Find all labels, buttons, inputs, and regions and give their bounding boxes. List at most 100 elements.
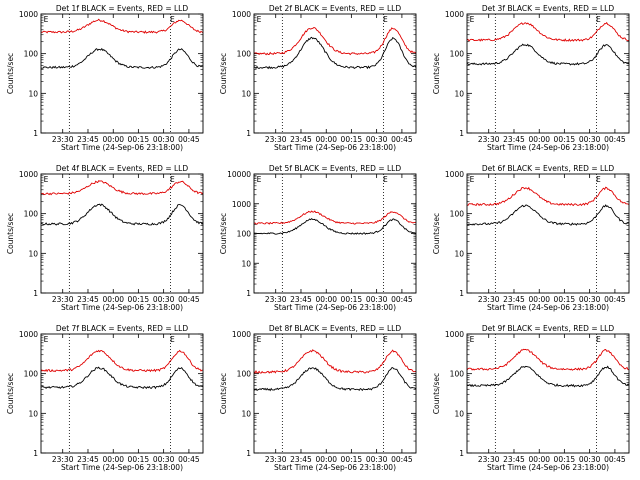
x-tick-label: 23:45 bbox=[77, 135, 99, 144]
x-tick-label: 00:00 bbox=[315, 295, 337, 304]
panel-title: Det 4f BLACK = Events, RED = LLD bbox=[56, 164, 189, 173]
series-line-2 bbox=[466, 204, 630, 226]
event-marker-1: E bbox=[470, 15, 475, 24]
y-axis-label: Counts/sec bbox=[6, 53, 15, 94]
x-tick-label: 00:15 bbox=[554, 295, 576, 304]
x-axis-label: Start Time (24-Sep-06 23:18:00) bbox=[61, 463, 183, 472]
series-line-1 bbox=[466, 186, 630, 207]
x-tick-label: 00:15 bbox=[341, 135, 363, 144]
y-tick-label: 1 bbox=[459, 289, 464, 298]
x-tick-label: 00:15 bbox=[128, 455, 150, 464]
event-marker-2: E bbox=[383, 175, 388, 184]
plot-frame bbox=[466, 333, 630, 454]
panel-title: Det 2f BLACK = Events, RED = LLD bbox=[269, 4, 402, 13]
series-line-1 bbox=[466, 348, 630, 371]
series-line-1 bbox=[253, 27, 417, 56]
x-tick-label: 00:30 bbox=[366, 455, 388, 464]
series-line-2 bbox=[40, 366, 204, 390]
x-axis-label: Start Time (24-Sep-06 23:18:00) bbox=[274, 143, 396, 152]
event-marker-2: E bbox=[383, 335, 388, 344]
x-tick-label: 23:30 bbox=[52, 455, 74, 464]
series-line-2 bbox=[40, 203, 204, 226]
plot-frame bbox=[466, 173, 630, 294]
series-line-1 bbox=[253, 349, 417, 374]
panel-9: Det 9f BLACK = Events, RED = LLD Counts/s… bbox=[432, 324, 630, 472]
x-tick-label: 23:30 bbox=[265, 135, 287, 144]
y-tick-label: 1 bbox=[33, 289, 38, 298]
event-marker-2: E bbox=[383, 15, 388, 24]
panel-3: Det 3f BLACK = Events, RED = LLD Counts/s… bbox=[432, 4, 630, 152]
x-tick-label: 23:45 bbox=[290, 455, 312, 464]
y-tick-label: 1 bbox=[246, 129, 251, 138]
y-tick-label: 1000 bbox=[232, 330, 251, 339]
event-marker-1: E bbox=[257, 335, 262, 344]
panel-title: Det 8f BLACK = Events, RED = LLD bbox=[269, 324, 402, 333]
x-tick-label: 23:45 bbox=[290, 135, 312, 144]
x-tick-label: 00:30 bbox=[579, 135, 601, 144]
series-line-1 bbox=[40, 18, 204, 34]
y-tick-label: 1 bbox=[246, 449, 251, 458]
y-tick-label: 100 bbox=[24, 210, 39, 219]
y-axis-label: Counts/sec bbox=[432, 373, 441, 414]
y-tick-label: 1000 bbox=[232, 10, 251, 19]
x-axis-label: Start Time (24-Sep-06 23:18:00) bbox=[487, 143, 609, 152]
x-tick-label: 00:45 bbox=[391, 295, 413, 304]
y-tick-label: 100 bbox=[450, 370, 465, 379]
y-tick-label: 1000 bbox=[445, 10, 464, 19]
x-tick-label: 23:45 bbox=[290, 295, 312, 304]
event-marker-1: E bbox=[470, 175, 475, 184]
y-tick-label: 100 bbox=[450, 210, 465, 219]
y-axis-label: Counts/sec bbox=[6, 373, 15, 414]
x-tick-label: 23:30 bbox=[265, 295, 287, 304]
x-axis-label: Start Time (24-Sep-06 23:18:00) bbox=[487, 463, 609, 472]
x-tick-label: 00:00 bbox=[528, 455, 550, 464]
y-tick-label: 10 bbox=[28, 249, 38, 258]
series-line-1 bbox=[253, 210, 416, 225]
x-tick-label: 00:15 bbox=[554, 455, 576, 464]
y-tick-label: 100 bbox=[237, 370, 252, 379]
event-marker-2: E bbox=[170, 15, 175, 24]
x-tick-label: 00:15 bbox=[341, 295, 363, 304]
event-marker-2: E bbox=[596, 15, 601, 24]
x-tick-label: 23:45 bbox=[77, 455, 99, 464]
panel-title: Det 1f BLACK = Events, RED = LLD bbox=[56, 4, 189, 13]
x-tick-label: 00:45 bbox=[391, 135, 413, 144]
x-tick-label: 23:45 bbox=[503, 295, 525, 304]
y-tick-label: 10 bbox=[241, 259, 251, 268]
y-tick-label: 1000 bbox=[19, 330, 38, 339]
series-line-1 bbox=[40, 349, 204, 373]
x-tick-label: 23:30 bbox=[52, 135, 74, 144]
y-tick-label: 1 bbox=[459, 129, 464, 138]
x-tick-label: 00:45 bbox=[604, 295, 626, 304]
x-tick-label: 00:00 bbox=[528, 135, 550, 144]
event-marker-2: E bbox=[170, 175, 175, 184]
x-tick-label: 00:45 bbox=[178, 455, 200, 464]
y-tick-label: 1 bbox=[459, 449, 464, 458]
x-tick-label: 00:45 bbox=[391, 455, 413, 464]
event-marker-1: E bbox=[44, 175, 49, 184]
x-tick-label: 00:00 bbox=[315, 135, 337, 144]
y-tick-label: 1000 bbox=[19, 10, 38, 19]
y-tick-label: 10 bbox=[241, 89, 251, 98]
event-marker-2: E bbox=[170, 335, 175, 344]
event-marker-2: E bbox=[596, 175, 601, 184]
x-tick-label: 00:30 bbox=[579, 455, 601, 464]
panel-1: Det 1f BLACK = Events, RED = LLD Counts/s… bbox=[6, 4, 204, 152]
y-tick-label: 100 bbox=[450, 50, 465, 59]
x-tick-label: 23:45 bbox=[77, 295, 99, 304]
x-tick-label: 23:30 bbox=[478, 135, 500, 144]
x-tick-label: 00:30 bbox=[153, 135, 175, 144]
plot-frame bbox=[40, 333, 204, 454]
panel-title: Det 5f BLACK = Events, RED = LLD bbox=[269, 164, 402, 173]
event-marker-1: E bbox=[470, 335, 475, 344]
y-axis-label: Counts/sec bbox=[219, 213, 228, 254]
event-marker-1: E bbox=[44, 15, 49, 24]
y-axis-label: Counts/sec bbox=[6, 213, 15, 254]
x-tick-label: 00:45 bbox=[178, 135, 200, 144]
x-tick-label: 00:30 bbox=[153, 295, 175, 304]
x-tick-label: 23:30 bbox=[478, 455, 500, 464]
series-line-1 bbox=[40, 180, 204, 196]
panel-5: Det 5f BLACK = Events, RED = LLD Counts/s… bbox=[219, 164, 417, 312]
x-axis-label: Start Time (24-Sep-06 23:18:00) bbox=[61, 303, 183, 312]
